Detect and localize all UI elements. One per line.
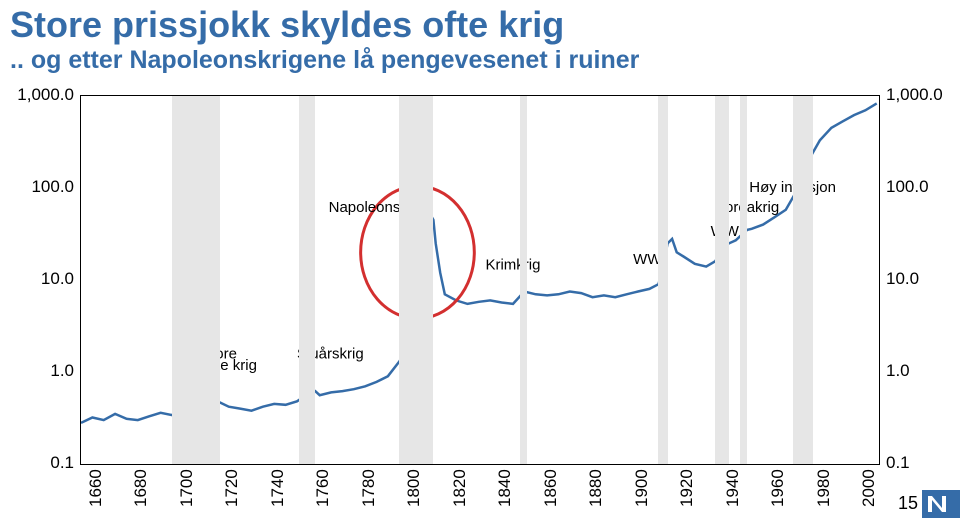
x-tick: 1800 [404,469,424,507]
war-band [658,96,667,464]
title-line2: .. og etter Napoleonskrigene lå pengeves… [10,46,639,75]
x-tick: 1780 [359,469,379,507]
x-tick: 1980 [814,469,834,507]
x-tick: 1940 [723,469,743,507]
x-tick: 1760 [313,469,333,507]
x-tick: 1680 [131,469,151,507]
y-tick-right: 10.0 [886,269,919,289]
y-tick-left: 1.0 [50,361,74,381]
x-tick: 1900 [632,469,652,507]
war-band [399,96,433,464]
x-tick: 1960 [768,469,788,507]
x-tick: 1740 [268,469,288,507]
x-tick: 1920 [677,469,697,507]
y-tick-right: 1,000.0 [886,85,943,105]
y-tick-left: 10.0 [41,269,74,289]
war-band [520,96,527,464]
x-tick: 1840 [495,469,515,507]
x-tick: 2000 [859,469,879,507]
war-band [172,96,220,464]
y-tick-right: 100.0 [886,177,929,197]
x-tick: 1860 [541,469,561,507]
title-line1: Store prissjokk skyldes ofte krig [10,4,564,46]
x-tick: 1660 [86,469,106,507]
y-tick-right: 0.1 [886,453,910,473]
x-tick: 1700 [177,469,197,507]
y-tick-right: 1.0 [886,361,910,381]
war-band [740,96,747,464]
x-tick: 1720 [222,469,242,507]
war-band [299,96,315,464]
chart-plot-area: NapoleonskrigHøy inflasjonKoreakrigWWIIW… [80,95,880,465]
y-tick-left: 100.0 [31,177,74,197]
x-tick: 1820 [450,469,470,507]
war-band [793,96,813,464]
war-band [715,96,729,464]
y-tick-left: 0.1 [50,453,74,473]
x-tick: 1880 [586,469,606,507]
slide-number: 15 [898,493,918,514]
logo-corner [922,490,960,518]
y-tick-left: 1,000.0 [17,85,74,105]
chart-annotation: Krimkrig [485,257,540,274]
